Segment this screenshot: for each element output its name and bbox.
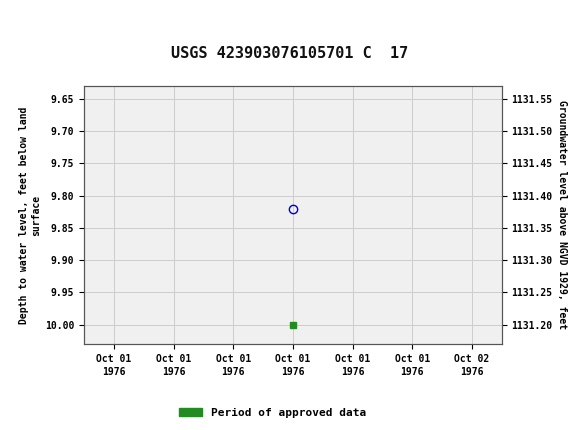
- Y-axis label: Groundwater level above NGVD 1929, feet: Groundwater level above NGVD 1929, feet: [557, 101, 567, 329]
- Text: USGS 423903076105701 C  17: USGS 423903076105701 C 17: [171, 46, 409, 61]
- Bar: [2, 2, 40, 43]
- Legend: Period of approved data: Period of approved data: [175, 403, 370, 422]
- Text: USGS: USGS: [44, 14, 95, 32]
- Y-axis label: Depth to water level, feet below land
surface: Depth to water level, feet below land su…: [19, 106, 41, 324]
